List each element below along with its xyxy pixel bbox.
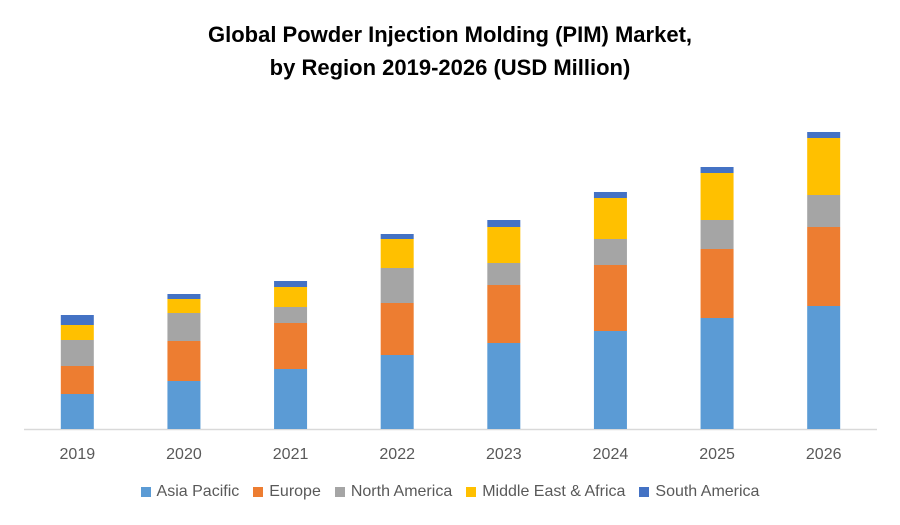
bar-south-america-2023 (487, 220, 521, 227)
x-tick-label: 2023 (486, 446, 522, 463)
legend-item: Europe (253, 483, 321, 501)
bar-south-america-2020 (167, 294, 201, 299)
legend-label: Europe (269, 483, 321, 500)
legend-item: South America (639, 483, 759, 501)
bar-middle-east-africa-2025 (700, 173, 734, 220)
bar-north-america-2024 (593, 239, 627, 265)
bar-asia-pacific-2022 (380, 355, 414, 429)
bar-asia-pacific-2024 (593, 331, 627, 429)
legend-item: Asia Pacific (140, 483, 240, 501)
bar-europe-2023 (487, 285, 521, 343)
bar-europe-2025 (700, 249, 734, 318)
bar-asia-pacific-2019 (60, 394, 94, 429)
legend-swatch (140, 487, 151, 497)
bar-north-america-2021 (274, 307, 308, 323)
bar-middle-east-africa-2023 (487, 227, 521, 263)
bar-north-america-2025 (700, 220, 734, 249)
bar-north-america-2026 (807, 195, 841, 227)
x-tick-label: 2019 (60, 446, 96, 463)
bar-middle-east-africa-2020 (167, 299, 201, 313)
bar-middle-east-africa-2021 (274, 287, 308, 307)
legend-swatch (466, 487, 477, 497)
bar-middle-east-africa-2019 (60, 325, 94, 340)
legend-item: North America (334, 483, 453, 501)
bar-europe-2019 (60, 366, 94, 394)
legend-label: North America (350, 483, 453, 500)
bar-asia-pacific-2020 (167, 381, 201, 429)
x-tick-label: 2022 (379, 446, 415, 463)
legend: Asia Pacific Europe North America Middle Ea… (0, 483, 900, 501)
bar-south-america-2021 (274, 281, 308, 287)
legend-swatch (334, 487, 345, 497)
chart-title-line-1: Global Powder Injection Molding (PIM) Ma… (207, 22, 693, 47)
x-tick-label: 2024 (593, 446, 629, 463)
bar-middle-east-africa-2026 (807, 138, 841, 195)
bar-north-america-2020 (167, 313, 201, 341)
x-tick-label: 2026 (806, 446, 842, 463)
bar-europe-2024 (593, 265, 627, 331)
bar-south-america-2026 (807, 132, 841, 138)
bar-asia-pacific-2021 (274, 369, 308, 429)
legend-label: South America (655, 483, 760, 500)
bar-north-america-2019 (60, 340, 94, 366)
x-tick-label: 2021 (273, 446, 309, 463)
bar-south-america-2022 (380, 234, 414, 239)
legend-swatch (639, 487, 650, 497)
chart-title: Global Powder Injection Molding (PIM) Ma… (0, 18, 900, 84)
bar-north-america-2022 (380, 268, 414, 303)
bar-south-america-2025 (700, 167, 734, 173)
legend-label: Middle East & Africa (482, 483, 626, 500)
bar-north-america-2023 (487, 263, 521, 285)
bar-middle-east-africa-2024 (593, 198, 627, 239)
bar-europe-2026 (807, 227, 841, 306)
bar-asia-pacific-2025 (700, 318, 734, 429)
x-tick-label: 2025 (699, 446, 735, 463)
bar-south-america-2019 (60, 315, 94, 325)
legend-swatch (253, 487, 264, 497)
legend-item: Middle East & Africa (466, 483, 625, 501)
bar-middle-east-africa-2022 (380, 239, 414, 268)
x-tick-label: 2020 (166, 446, 202, 463)
bar-europe-2022 (380, 303, 414, 355)
bar-south-america-2024 (593, 192, 627, 198)
legend-label: Asia Pacific (156, 483, 240, 500)
bar-europe-2020 (167, 341, 201, 381)
bar-asia-pacific-2023 (487, 343, 521, 429)
chart-title-line-2: by Region 2019-2026 (USD Million) (269, 55, 631, 80)
bar-asia-pacific-2026 (807, 306, 841, 429)
bar-europe-2021 (274, 323, 308, 369)
